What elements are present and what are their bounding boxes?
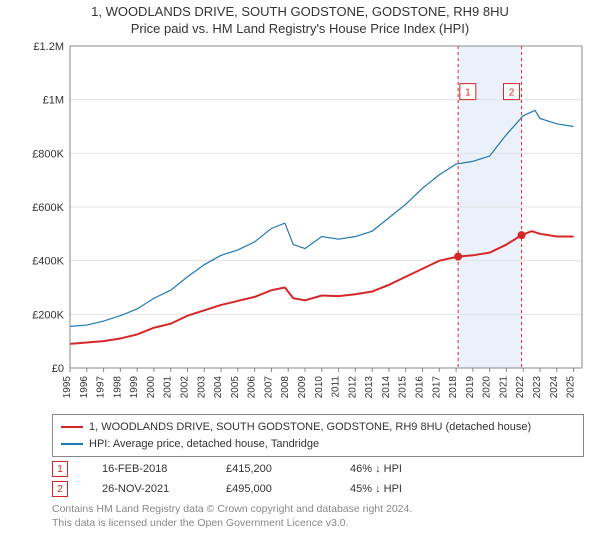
- svg-text:2009: 2009: [297, 376, 308, 399]
- svg-text:£600K: £600K: [32, 202, 64, 214]
- svg-text:1: 1: [465, 88, 471, 99]
- marker-price: £415,200: [226, 463, 316, 475]
- svg-text:£0: £0: [52, 363, 64, 375]
- svg-text:1998: 1998: [112, 376, 123, 399]
- legend-swatch: [61, 443, 83, 445]
- legend-row: HPI: Average price, detached house, Tand…: [61, 436, 575, 453]
- svg-text:£1M: £1M: [43, 95, 64, 107]
- svg-text:2024: 2024: [549, 376, 560, 399]
- svg-text:2019: 2019: [465, 376, 476, 399]
- footer-line: This data is licensed under the Open Gov…: [52, 517, 584, 531]
- svg-text:2001: 2001: [163, 376, 174, 399]
- marker-delta: 45% ↓ HPI: [350, 483, 440, 495]
- svg-text:2012: 2012: [347, 376, 358, 399]
- svg-text:2007: 2007: [263, 376, 274, 399]
- svg-text:2022: 2022: [515, 376, 526, 399]
- marker-date: 16-FEB-2018: [102, 463, 192, 475]
- svg-text:£1.2M: £1.2M: [33, 41, 64, 53]
- svg-text:2017: 2017: [431, 376, 442, 399]
- marker-badge: 1: [52, 461, 68, 477]
- svg-text:£400K: £400K: [32, 256, 64, 268]
- svg-text:2003: 2003: [196, 376, 207, 399]
- svg-text:2013: 2013: [364, 376, 375, 399]
- legend-label: HPI: Average price, detached house, Tand…: [89, 436, 319, 453]
- title-block: 1, WOODLANDS DRIVE, SOUTH GODSTONE, GODS…: [0, 0, 600, 38]
- svg-text:2014: 2014: [381, 376, 392, 399]
- marker-delta: 46% ↓ HPI: [350, 463, 440, 475]
- svg-text:2011: 2011: [331, 376, 342, 398]
- legend-swatch: [61, 426, 83, 428]
- svg-text:2006: 2006: [247, 376, 258, 399]
- svg-text:2020: 2020: [482, 376, 493, 399]
- legend-row: 1, WOODLANDS DRIVE, SOUTH GODSTONE, GODS…: [61, 419, 575, 436]
- svg-text:2021: 2021: [498, 376, 509, 399]
- svg-text:1997: 1997: [96, 376, 107, 399]
- svg-text:2023: 2023: [532, 376, 543, 399]
- marker-badge: 2: [52, 481, 68, 497]
- chart-container: 1, WOODLANDS DRIVE, SOUTH GODSTONE, GODS…: [0, 0, 600, 530]
- title-main: 1, WOODLANDS DRIVE, SOUTH GODSTONE, GODS…: [0, 4, 600, 19]
- svg-text:2016: 2016: [415, 376, 426, 399]
- marker-date: 26-NOV-2021: [102, 483, 192, 495]
- svg-text:£200K: £200K: [32, 309, 64, 321]
- chart: £0 £200K £400K £600K £800K £1M £1.2M 1995 1996 19…: [22, 38, 592, 408]
- svg-text:2018: 2018: [448, 376, 459, 399]
- marker-price: £495,000: [226, 483, 316, 495]
- svg-text:2015: 2015: [398, 376, 409, 399]
- marker-row: 1 16-FEB-2018 £415,200 46% ↓ HPI: [52, 461, 584, 477]
- svg-text:1999: 1999: [129, 376, 140, 399]
- marker-table: 1 16-FEB-2018 £415,200 46% ↓ HPI 2 26-NO…: [52, 461, 584, 497]
- svg-text:2008: 2008: [280, 376, 291, 399]
- svg-text:2: 2: [509, 88, 515, 99]
- svg-text:2000: 2000: [146, 376, 157, 399]
- svg-text:£800K: £800K: [32, 148, 64, 160]
- svg-text:2010: 2010: [314, 376, 325, 399]
- marker-row: 2 26-NOV-2021 £495,000 45% ↓ HPI: [52, 481, 584, 497]
- svg-text:2002: 2002: [180, 376, 191, 399]
- legend: 1, WOODLANDS DRIVE, SOUTH GODSTONE, GODS…: [52, 414, 584, 457]
- svg-text:1996: 1996: [79, 376, 90, 399]
- footer: Contains HM Land Registry data © Crown c…: [52, 503, 584, 530]
- footer-line: Contains HM Land Registry data © Crown c…: [52, 503, 584, 517]
- svg-text:2004: 2004: [213, 376, 224, 399]
- title-sub: Price paid vs. HM Land Registry's House …: [0, 21, 600, 36]
- svg-text:2005: 2005: [230, 376, 241, 399]
- svg-text:1995: 1995: [62, 376, 73, 399]
- chart-svg: £0 £200K £400K £600K £800K £1M £1.2M 1995 1996 19…: [22, 38, 592, 408]
- legend-label: 1, WOODLANDS DRIVE, SOUTH GODSTONE, GODS…: [89, 419, 531, 436]
- svg-text:2025: 2025: [566, 376, 577, 399]
